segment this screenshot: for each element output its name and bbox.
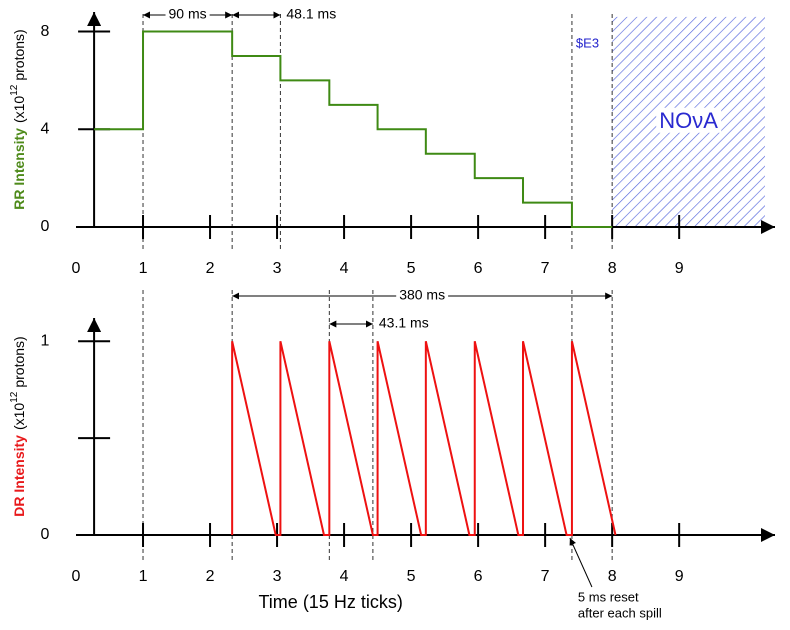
x-tick-label: 4 xyxy=(340,260,349,277)
y-label-exponent: 12 xyxy=(9,391,20,403)
y-axis-label: RR Intensity (x1012 protons) xyxy=(9,29,27,209)
x-tick-label: 8 xyxy=(608,260,617,277)
y-tick-label: 4 xyxy=(41,120,50,137)
callout-text: after each spill xyxy=(578,605,662,620)
dimension-label: 48.1 ms xyxy=(286,6,336,22)
x-tick-label: 6 xyxy=(474,568,483,585)
y-label-unit-end: protons) xyxy=(11,29,27,80)
x-tick-label: 8 xyxy=(608,568,617,585)
y-axis-label: DR Intensity (x1012 protons) xyxy=(9,336,27,516)
x-tick-label: 0 xyxy=(72,568,81,585)
data-line xyxy=(94,30,613,228)
x-tick-label: 7 xyxy=(541,568,550,585)
x-tick-label: 0 xyxy=(72,260,81,277)
x-tick-label: 6 xyxy=(474,260,483,277)
x-tick-label: 1 xyxy=(139,260,148,277)
y-tick-label: 8 xyxy=(41,23,50,40)
dimension-label: 90 ms xyxy=(169,6,207,22)
dimension-label-bg xyxy=(396,286,449,303)
x-tick-label: 9 xyxy=(675,260,684,277)
y-label-name: RR Intensity xyxy=(11,128,27,210)
dimension-label-bg xyxy=(165,5,210,22)
data-line xyxy=(231,341,617,536)
y-label-unit: (x10 xyxy=(11,403,27,430)
callout-arrow xyxy=(569,537,593,588)
region-label: NOνA xyxy=(659,108,718,133)
x-tick-label: 3 xyxy=(273,568,282,585)
x-tick-label: 4 xyxy=(340,568,349,585)
x-tick-label: 9 xyxy=(675,568,684,585)
y-tick-label: 0 xyxy=(41,218,50,235)
x-tick-label: 2 xyxy=(206,568,215,585)
x-tick-label: 5 xyxy=(407,260,416,277)
region-label-bg xyxy=(656,107,722,133)
x-tick-label: 2 xyxy=(206,260,215,277)
x-tick-label: 7 xyxy=(541,260,550,277)
y-label-name: DR Intensity xyxy=(11,435,27,517)
dimension-label: 380 ms xyxy=(399,287,445,303)
y-label-unit: (x10 xyxy=(11,96,27,123)
x-axis-label: Time (15 Hz ticks) xyxy=(258,592,402,612)
y-label-unit-end: protons) xyxy=(11,336,27,387)
reference-label: $E3 xyxy=(576,35,599,50)
dimension-label: 43.1 ms xyxy=(379,315,429,331)
x-tick-label: 5 xyxy=(407,568,416,585)
y-tick-label: 0 xyxy=(41,526,50,543)
y-label-exponent: 12 xyxy=(9,84,20,96)
y-tick-label: 1 xyxy=(41,332,50,349)
callout-text: 5 ms reset xyxy=(578,589,639,604)
x-tick-label: 1 xyxy=(139,568,148,585)
x-tick-label: 3 xyxy=(273,260,282,277)
